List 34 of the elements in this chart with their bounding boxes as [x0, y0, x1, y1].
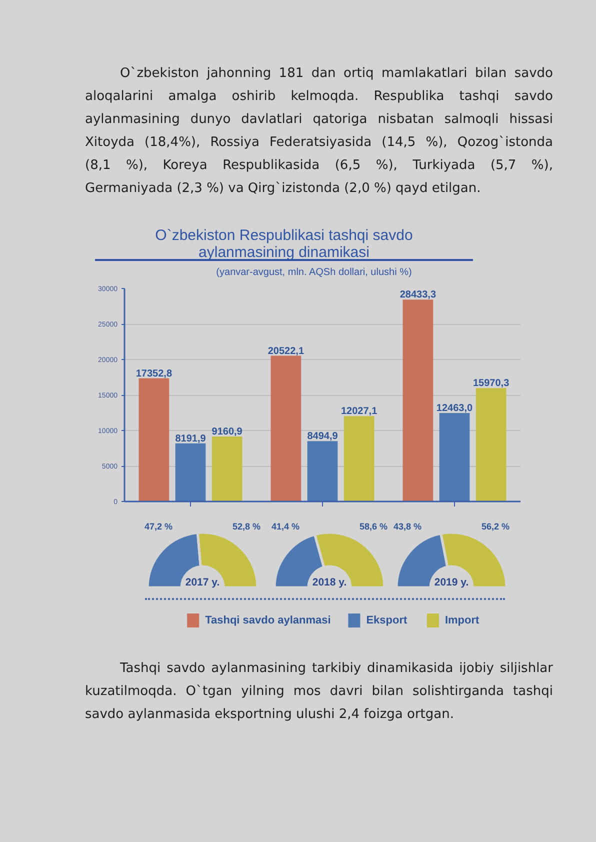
bar — [307, 441, 338, 502]
legend-label: Tashqi savdo aylanmasi — [205, 614, 331, 626]
legend-label: Import — [444, 614, 480, 626]
data-label: 12027,1 — [340, 406, 378, 418]
bar — [439, 413, 470, 502]
chart-subtitle: (yanvar-avgust, mln. AQSh dollari, ulushi %) — [215, 266, 413, 280]
data-label: 8191,9 — [175, 433, 206, 444]
data-label: 15970,3 — [472, 378, 510, 390]
bar — [344, 416, 374, 502]
data-label: 56,2 % — [481, 522, 510, 532]
data-label: 47,2 % — [144, 522, 173, 532]
bar — [270, 356, 302, 502]
legend-label: Eksport — [366, 614, 408, 626]
bar — [212, 436, 242, 502]
data-label: 20522,1 — [268, 346, 304, 357]
data-label: 41,4 % — [272, 522, 300, 532]
data-label: 12463,0 — [436, 403, 474, 414]
text: Tashqi savdo aylanmasining tarkibiy dinamikasida ijobiy siljishlar kuzatilmoqda. O`tgan yilning mos davri bilan solishtirganda tashqi savdo aylanmasida eksportning ulushi 2,4 foizga ortgan. — [85, 660, 553, 724]
data-label: 43,8 % — [394, 522, 422, 532]
bar — [138, 378, 170, 502]
data-label: 58,6 % — [359, 522, 388, 532]
bar — [175, 443, 206, 502]
data-label: 8494,9 — [307, 431, 338, 442]
data-label: 28433,3 — [400, 290, 436, 301]
bar — [402, 300, 434, 502]
bar — [476, 388, 506, 502]
data-label: 17352,8 — [136, 368, 172, 380]
text: 2017 y. — [185, 576, 220, 588]
chart-title: O`zbekiston Respublikasi tashqi savdo aylanmasining dinamikasi — [95, 227, 473, 261]
data-label: 9160,9 — [212, 426, 243, 438]
text: O`zbekiston jahonning 181 dan ortiq mamlakatlari bilan savdo aloqalarini amalga oshirib kelmoqda. Respublika tashqi savdo aylanmasining dunyo davlatlari qatoriga nisbatan salmoqli hissasi Xitoyda (18,4%), Rossiya Federatsiyasida (14,5 %), Qozog`istonda (8,1 %), Koreya Respublikasida (6,5 %), Turkiyada (5,7 %), Germaniyada (2,3 %) va Qirg`izistonda (2,0 %) qayd etilgan. — [85, 66, 553, 196]
text: 2019 y. — [434, 576, 469, 588]
text: 2018 y. — [312, 576, 347, 588]
data-label: 52,8 % — [232, 522, 261, 532]
